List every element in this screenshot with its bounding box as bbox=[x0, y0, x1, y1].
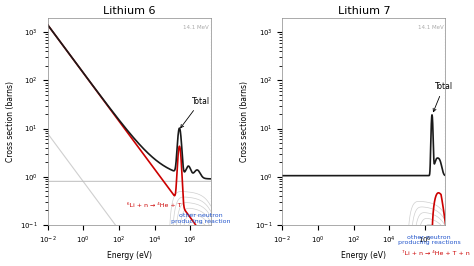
Title: Lithium 7: Lithium 7 bbox=[337, 6, 390, 15]
Text: ⁶Li + n → ⁴He + T: ⁶Li + n → ⁴He + T bbox=[128, 203, 182, 208]
X-axis label: Energy (eV): Energy (eV) bbox=[107, 251, 152, 260]
Y-axis label: Cross section (barns): Cross section (barns) bbox=[240, 81, 249, 162]
Text: Total: Total bbox=[181, 97, 210, 128]
Title: Lithium 6: Lithium 6 bbox=[103, 6, 155, 15]
Text: other neutron
producing reaction: other neutron producing reaction bbox=[171, 213, 230, 224]
Text: 14.1 MeV: 14.1 MeV bbox=[418, 25, 444, 30]
Text: other neutron
producing reactions: other neutron producing reactions bbox=[398, 235, 461, 245]
X-axis label: Energy (eV): Energy (eV) bbox=[341, 251, 386, 260]
Text: ⁷Li + n → ⁴He + T + n: ⁷Li + n → ⁴He + T + n bbox=[402, 251, 469, 256]
Text: Total: Total bbox=[433, 82, 453, 112]
Y-axis label: Cross section (barns): Cross section (barns) bbox=[6, 81, 15, 162]
Text: 14.1 MeV: 14.1 MeV bbox=[183, 25, 209, 30]
